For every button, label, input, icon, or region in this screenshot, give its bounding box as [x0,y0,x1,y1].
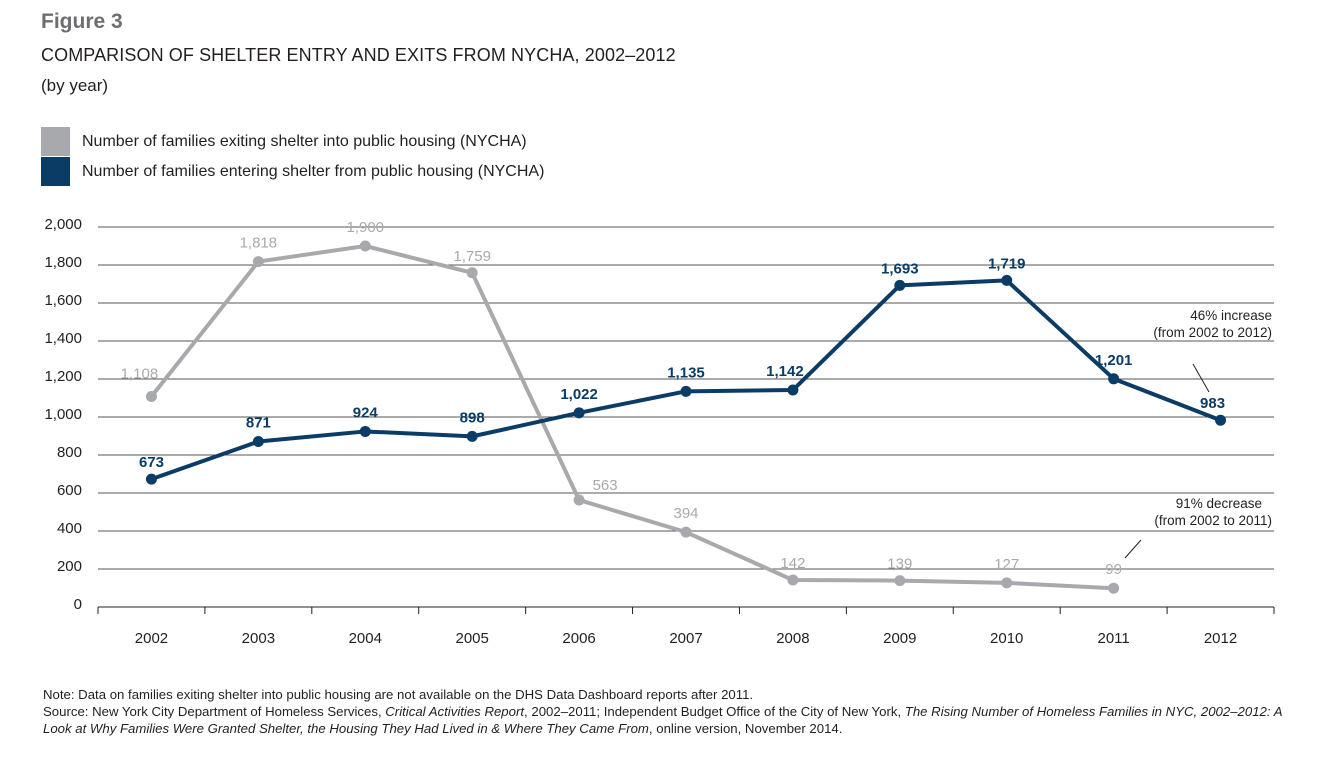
data-label-entering: 1,142 [766,363,804,380]
data-label-entering: 1,022 [560,386,598,403]
series-line-exiting [149,244,1114,591]
y-tick-label: 2,000 [44,216,82,233]
data-label-exiting: 139 [887,556,912,573]
y-tick-label: 1,800 [44,254,82,271]
data-label-entering: 898 [460,409,485,426]
x-tick-label: 2003 [242,630,275,647]
data-label-exiting: 1,900 [346,219,384,236]
y-tick-label: 1,400 [44,330,82,347]
data-point-exiting [252,256,264,268]
data-point-exiting [680,526,692,538]
legend-swatch-exiting [41,127,70,156]
data-point-entering [359,425,371,437]
x-tick-label: 2008 [776,630,809,647]
data-label-entering: 924 [353,404,379,421]
x-tick-label: 2011 [1098,630,1130,647]
legend-label-exiting: Number of families exiting shelter into … [82,132,527,150]
annotation-increase-line1: 46% increase [1190,308,1272,323]
data-point-exiting [573,494,585,506]
data-label-exiting: 563 [593,477,618,494]
x-tick-label: 2004 [349,630,382,647]
legend-swatch-entering [41,157,70,186]
figure-label: Figure 3 [41,10,123,33]
chart-notes: Note: Data on families exiting shelter i… [43,686,1293,737]
annotation-decrease-line2: (from 2002 to 2011) [1154,513,1272,528]
data-point-exiting [359,240,371,252]
x-tick-label: 2009 [883,630,916,647]
data-point-exiting [787,574,799,586]
y-tick-label: 1,200 [44,368,82,385]
annotation-decrease-leader [1124,539,1142,559]
y-tick-label: 600 [57,482,82,499]
source-citation: Source: New York City Department of Home… [43,704,1283,736]
data-point-entering [787,384,799,396]
legend-item-entering: Number of families entering shelter from… [41,157,544,186]
data-label-entering: 1,201 [1095,352,1133,369]
data-label-entering: 1,693 [881,260,919,277]
annotation-increase-leader [1192,363,1210,393]
data-point-entering [466,430,478,442]
data-point-entering [1108,373,1120,385]
legend-item-exiting: Number of families exiting shelter into … [41,127,527,156]
data-point-exiting [1108,582,1120,594]
data-label-exiting: 99 [1105,561,1122,578]
data-label-exiting: 1,108 [121,365,159,382]
x-tick-label: 2007 [669,630,702,647]
data-point-entering [1001,274,1013,286]
data-label-entering: 1,719 [988,255,1026,272]
data-label-entering: 673 [139,454,164,471]
annotation-increase-line2: (from 2002 to 2012) [1153,325,1272,340]
data-point-exiting [1001,577,1013,589]
y-tick-label: 800 [57,444,82,461]
line-chart: 0 200 400 600 800 1,000 1,200 1,400 1,600 1,800 2,… [44,216,1275,647]
legend-label-entering: Number of families entering shelter from… [82,162,545,180]
y-tick-label: 1,600 [44,292,82,309]
annotation-decrease-line1: 91% decrease [1176,496,1262,511]
x-tick-label: 2005 [455,630,488,647]
data-point-entering [680,385,692,397]
data-label-entering: 1,135 [667,364,705,381]
data-label-exiting: 142 [780,555,805,572]
x-tick-label: 2006 [562,630,595,647]
data-point-entering [1215,414,1227,426]
data-label-entering: 871 [246,415,271,432]
data-point-entering [252,436,264,448]
data-point-exiting [145,390,157,402]
y-tick-label: 200 [57,558,82,575]
data-point-entering [145,473,157,485]
data-point-exiting [466,267,478,279]
chart-subtitle: (by year) [41,76,109,95]
data-label-exiting: 1,818 [240,235,278,252]
data-point-entering [894,279,906,291]
y-tick-label: 400 [57,520,82,537]
x-tick-label: 2002 [135,630,168,647]
x-tick-label: 2010 [990,630,1023,647]
x-tick-label: 2012 [1204,630,1237,647]
data-label-exiting: 127 [994,556,1019,573]
chart-title: COMPARISON OF SHELTER ENTRY AND EXITS FR… [41,45,676,65]
data-label-exiting: 1,759 [453,248,491,265]
data-point-exiting [894,575,906,587]
y-tick-label: 0 [74,596,82,613]
data-point-entering [573,407,585,419]
data-label-exiting: 394 [673,505,698,522]
data-note: Note: Data on families exiting shelter i… [43,687,754,702]
data-label-entering: 983 [1200,395,1225,412]
y-tick-label: 1,000 [44,406,82,423]
